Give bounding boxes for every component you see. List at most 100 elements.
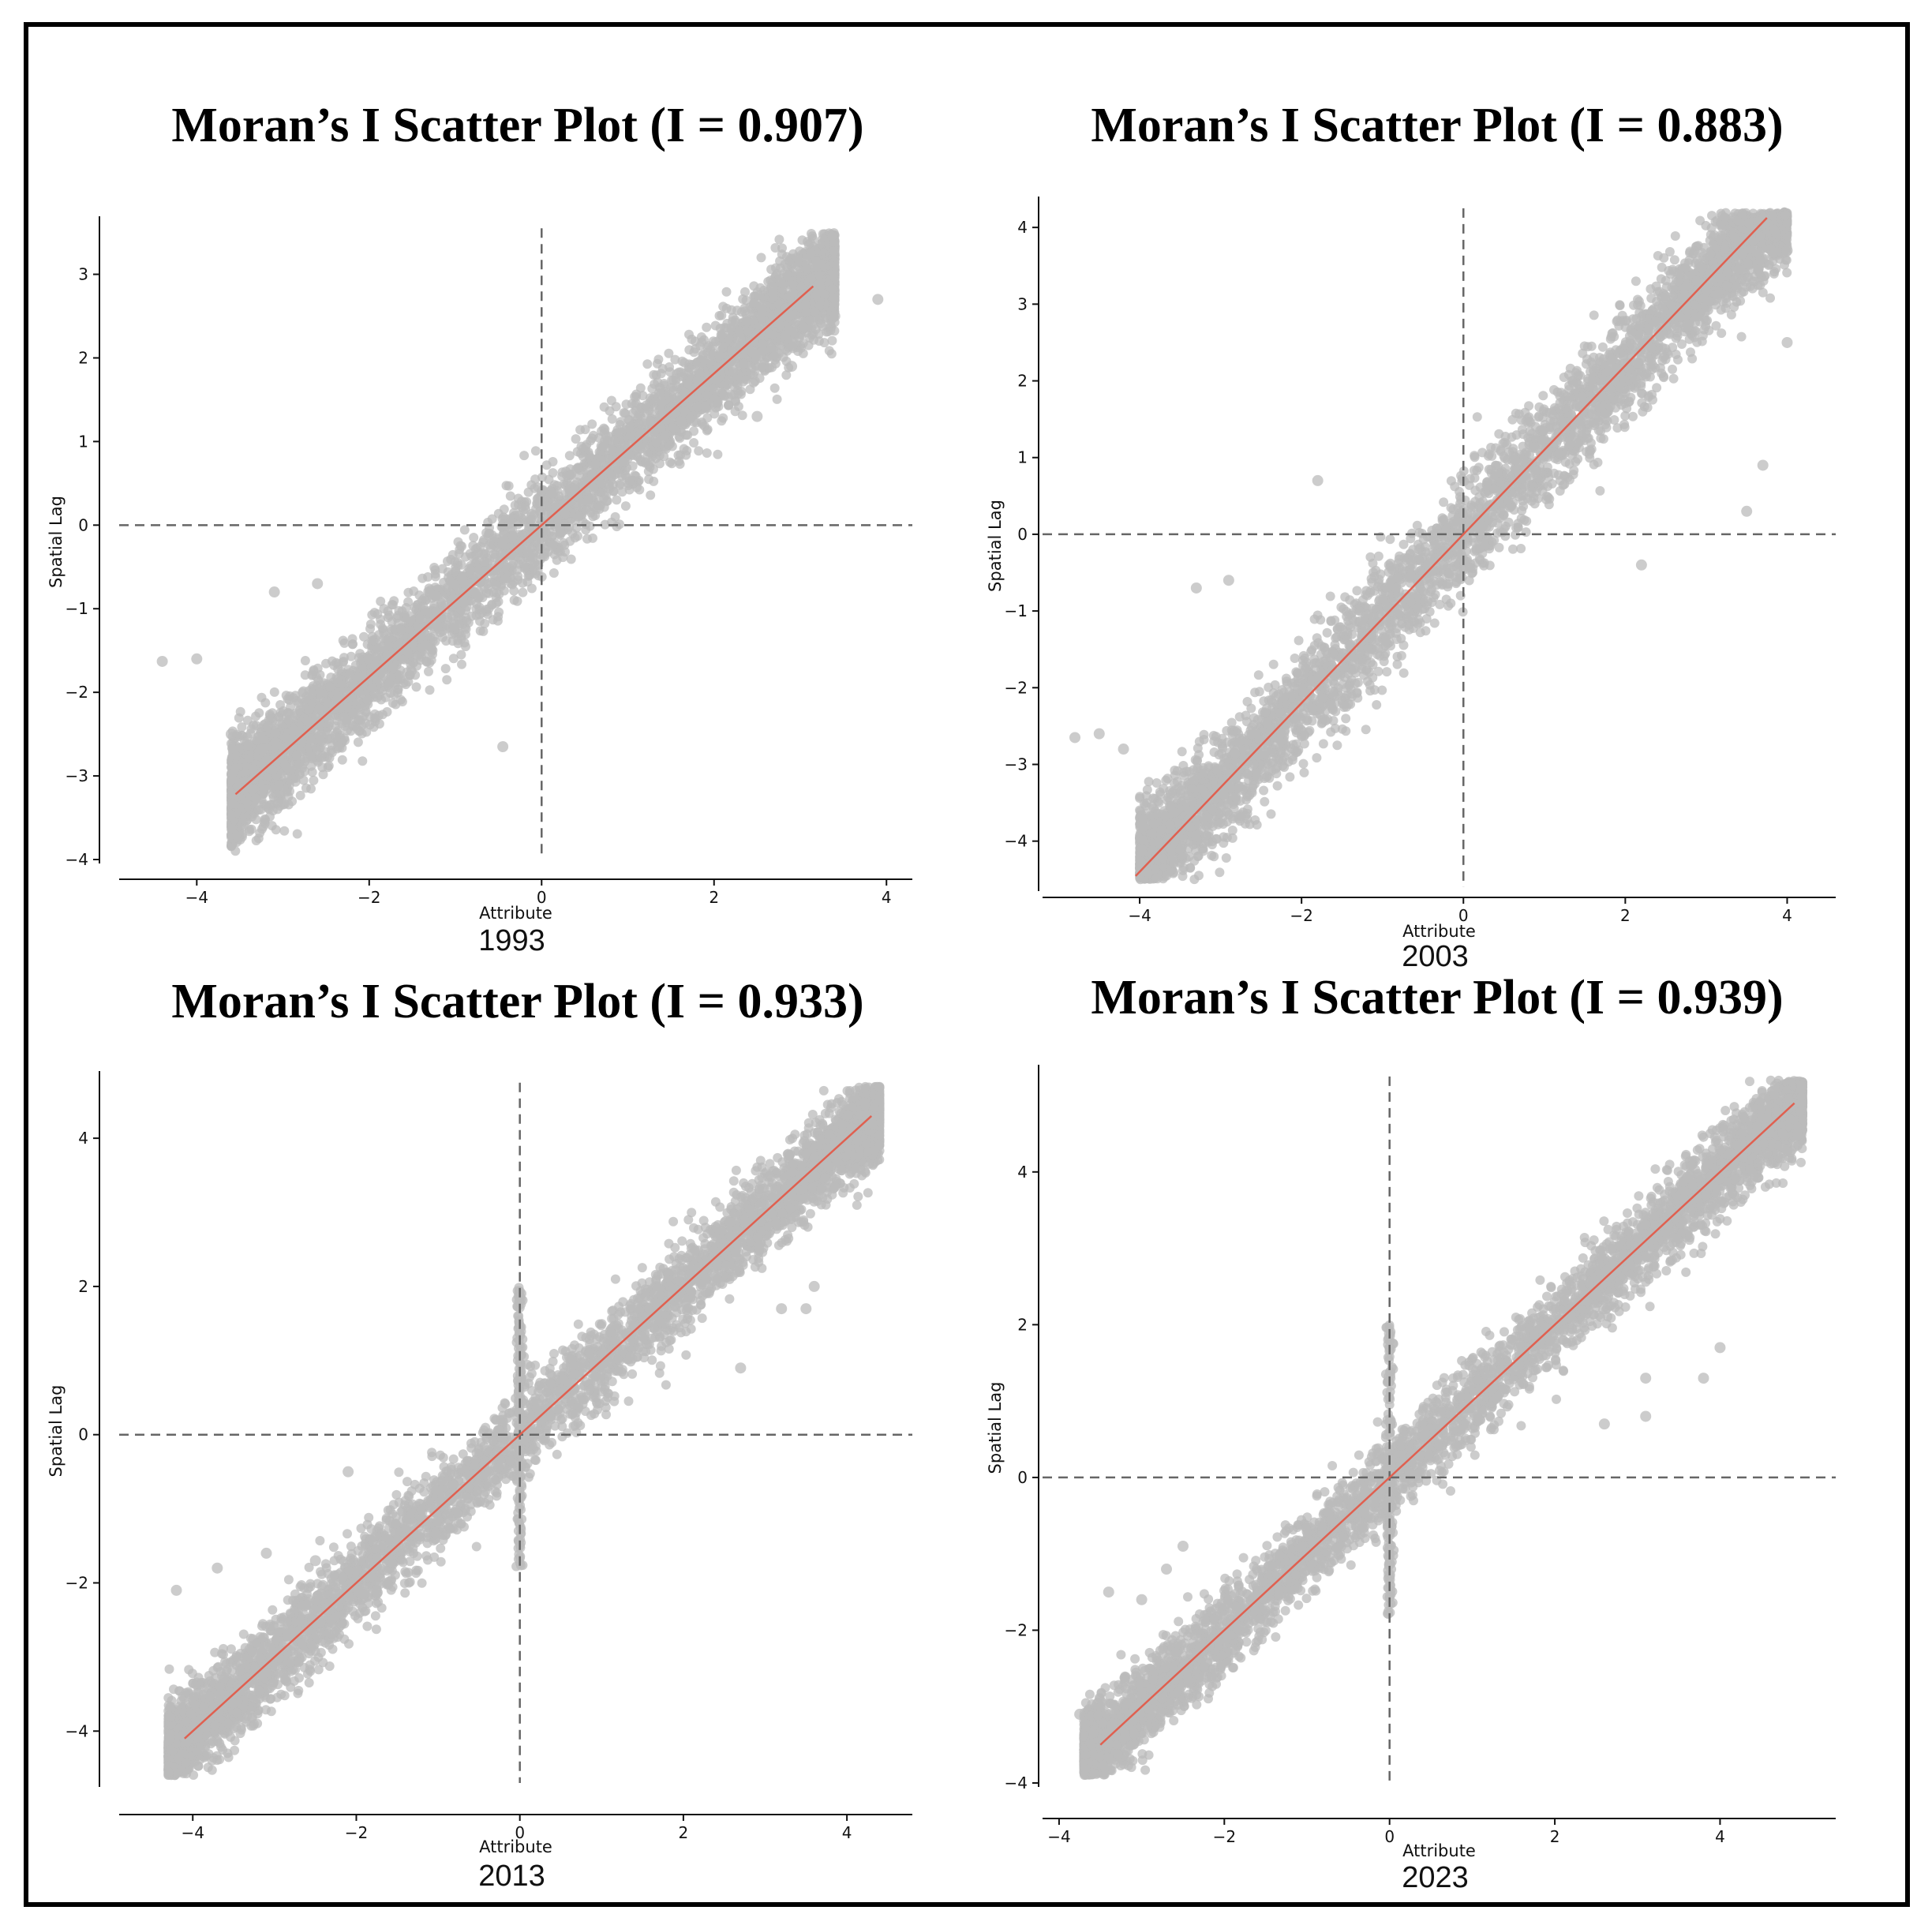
data-point — [412, 651, 422, 661]
data-point — [393, 610, 403, 620]
data-point — [271, 825, 281, 835]
data-point — [653, 377, 663, 388]
data-point — [777, 243, 787, 253]
data-point — [530, 474, 541, 485]
data-point — [717, 329, 727, 339]
chart-svg: Moran’s I Scatter Plot (I = 0.907)−4−3−2… — [47, 99, 912, 957]
data-point — [493, 560, 504, 570]
data-point — [714, 311, 724, 320]
data-point — [271, 728, 281, 738]
data-point — [674, 456, 684, 466]
data-point — [685, 414, 695, 424]
data-point — [308, 681, 318, 691]
data-point — [340, 736, 350, 746]
data-point — [682, 446, 692, 455]
data-point — [230, 846, 241, 856]
data-point — [702, 389, 712, 399]
data-point — [401, 680, 411, 690]
data-point — [440, 664, 451, 674]
data-point — [469, 533, 479, 542]
data-point — [396, 625, 406, 635]
data-point — [597, 478, 607, 489]
data-point — [347, 634, 358, 644]
data-point — [564, 522, 575, 532]
data-point — [620, 501, 631, 511]
chart-title: Moran’s I Scatter Plot (I = 0.907) — [171, 99, 863, 152]
data-point — [526, 583, 537, 594]
data-point — [301, 783, 311, 793]
data-point — [589, 483, 599, 493]
data-point — [573, 463, 583, 473]
data-point — [736, 334, 746, 344]
data-point — [692, 402, 702, 412]
data-point — [593, 433, 604, 443]
data-point — [737, 410, 747, 421]
data-point — [426, 655, 436, 665]
data-point — [280, 732, 290, 743]
data-point — [244, 826, 254, 837]
data-point — [538, 551, 549, 561]
data-point — [651, 437, 661, 448]
data-point — [456, 650, 466, 660]
data-point — [646, 490, 656, 500]
data-point — [355, 704, 365, 714]
data-point — [692, 375, 702, 385]
data-point — [382, 650, 392, 661]
data-point — [388, 698, 398, 708]
data-point — [739, 358, 748, 369]
data-point — [547, 489, 557, 499]
data-point — [552, 555, 562, 565]
data-point — [827, 335, 837, 346]
data-point — [573, 531, 582, 541]
data-point — [757, 308, 767, 318]
data-point — [338, 635, 348, 646]
data-point — [295, 790, 305, 800]
data-point — [694, 446, 704, 456]
data-point — [569, 485, 579, 495]
data-point — [612, 495, 622, 505]
data-point — [615, 420, 625, 429]
data-point — [638, 391, 648, 401]
data-point — [774, 234, 784, 245]
data-point — [359, 631, 369, 642]
data-point — [664, 348, 674, 358]
data-point — [758, 299, 768, 309]
data-point — [261, 801, 271, 811]
data-point — [432, 590, 442, 601]
data-point — [483, 584, 493, 594]
data-point — [730, 406, 740, 417]
data-point — [532, 499, 542, 509]
data-point — [590, 511, 601, 521]
data-point — [491, 598, 501, 609]
data-point — [617, 487, 627, 497]
data-point — [574, 511, 584, 521]
data-point — [365, 624, 375, 634]
data-point — [342, 714, 352, 725]
data-point — [643, 460, 653, 470]
data-point — [283, 792, 294, 802]
data-point — [698, 350, 708, 360]
data-point — [829, 326, 840, 336]
data-point — [641, 400, 651, 410]
data-point — [549, 568, 559, 578]
data-point — [388, 600, 398, 610]
data-point — [231, 751, 242, 761]
data-point — [751, 349, 761, 359]
data-point — [519, 563, 530, 573]
data-point — [243, 740, 253, 750]
data-point — [624, 485, 635, 495]
data-point — [384, 679, 395, 689]
data-point — [684, 329, 694, 339]
data-point — [651, 453, 661, 463]
data-point — [714, 350, 724, 361]
data-point — [244, 754, 254, 764]
data-point — [251, 793, 261, 803]
data-point — [333, 741, 343, 751]
data-point — [268, 765, 278, 775]
data-point — [766, 343, 777, 353]
data-point — [702, 322, 712, 332]
data-point — [509, 577, 519, 587]
data-point — [624, 450, 635, 460]
data-point — [487, 514, 497, 524]
data-point — [382, 706, 392, 717]
